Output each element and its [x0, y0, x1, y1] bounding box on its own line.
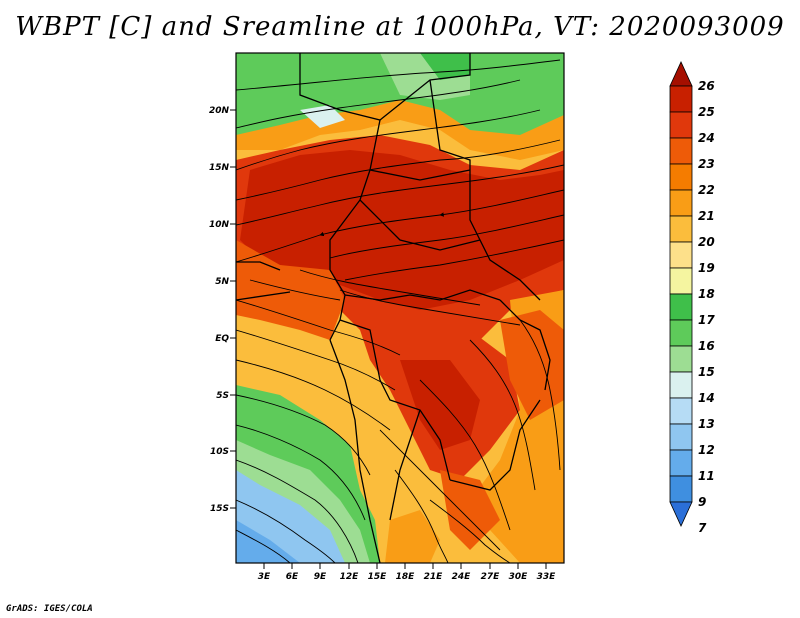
lat-axis: 20N 15N 10N 5N EQ 5S 10S 15S	[209, 106, 236, 514]
colorbar-label: 12	[698, 443, 715, 457]
map-title: WBPT [C] and Sreamline at 1000hPa, VT: 2…	[15, 12, 785, 42]
colorbar-label: 19	[698, 261, 715, 275]
colorbar-label: 16	[698, 339, 715, 353]
colorbar-cell	[669, 189, 693, 217]
colorbar-cell	[669, 423, 693, 451]
lat-label: EQ	[215, 334, 229, 344]
lon-label: 30E	[509, 572, 529, 582]
colorbar-cell	[669, 293, 693, 321]
grads-credit: GrADS: IGES/COLA	[6, 604, 93, 614]
colorbar-cell	[669, 397, 693, 425]
colorbar-cell	[669, 241, 693, 269]
colorbar-label: 15	[698, 365, 715, 379]
colorbar-cell	[669, 137, 693, 165]
colorbar-label: 13	[698, 417, 715, 431]
lon-axis: 3E 6E 9E 12E 15E 18E 21E 24E 27E 30E 33E	[258, 563, 556, 582]
colorbar-cell	[669, 371, 693, 399]
lat-label: 5S	[216, 391, 229, 401]
lon-label: 3E	[258, 572, 271, 582]
colorbar-top-arrow	[669, 61, 693, 87]
colorbar-cell	[669, 85, 693, 113]
streamlines	[236, 59, 564, 563]
colorbar-label: 18	[698, 287, 715, 301]
lat-label: 20N	[209, 106, 230, 116]
colorbar: 26 25 24 23 22 21 20 19 18 17 16 15 14 13 12 11 9 7	[669, 61, 715, 535]
lon-label: 15E	[368, 572, 388, 582]
colorbar-cells	[669, 61, 693, 527]
lon-label: 27E	[481, 572, 501, 582]
lon-label: 12E	[340, 572, 360, 582]
lat-label: 5N	[215, 277, 229, 287]
colorbar-cell	[669, 449, 693, 477]
colorbar-label: 22	[698, 183, 715, 197]
colorbar-label: 14	[698, 391, 715, 405]
wbpt-field	[236, 53, 564, 563]
colorbar-cell	[669, 163, 693, 191]
map-frame	[235, 52, 565, 564]
lon-label: 24E	[452, 572, 472, 582]
colorbar-label: 9	[698, 495, 706, 509]
colorbar-cell	[669, 267, 693, 295]
lat-label: 10S	[210, 447, 229, 457]
colorbar-label: 11	[698, 469, 715, 483]
lon-label: 6E	[286, 572, 299, 582]
colorbar-label: 7	[698, 521, 707, 535]
colorbar-label: 17	[698, 313, 715, 327]
colorbar-cell	[669, 319, 693, 347]
colorbar-cell	[669, 111, 693, 139]
colorbar-label: 21	[698, 209, 715, 223]
colorbar-label: 24	[698, 131, 715, 145]
lat-label: 15S	[210, 504, 229, 514]
colorbar-label: 25	[698, 105, 715, 119]
colorbar-labels: 26 25 24 23 22 21 20 19 18 17 16 15 14 13 12 11 9 7	[698, 79, 715, 535]
colorbar-cell	[669, 475, 693, 503]
lat-label: 15N	[209, 163, 230, 173]
colorbar-bottom-arrow	[669, 501, 693, 527]
colorbar-label: 23	[698, 157, 715, 171]
lon-label: 21E	[424, 572, 444, 582]
lon-label: 33E	[537, 572, 557, 582]
colorbar-label: 20	[698, 235, 715, 249]
lat-label: 10N	[209, 220, 230, 230]
lon-label: 18E	[396, 572, 416, 582]
colorbar-label: 26	[698, 79, 715, 93]
colorbar-cell	[669, 215, 693, 243]
lon-label: 9E	[314, 572, 327, 582]
colorbar-cell	[669, 345, 693, 373]
country-boundaries	[236, 53, 551, 563]
